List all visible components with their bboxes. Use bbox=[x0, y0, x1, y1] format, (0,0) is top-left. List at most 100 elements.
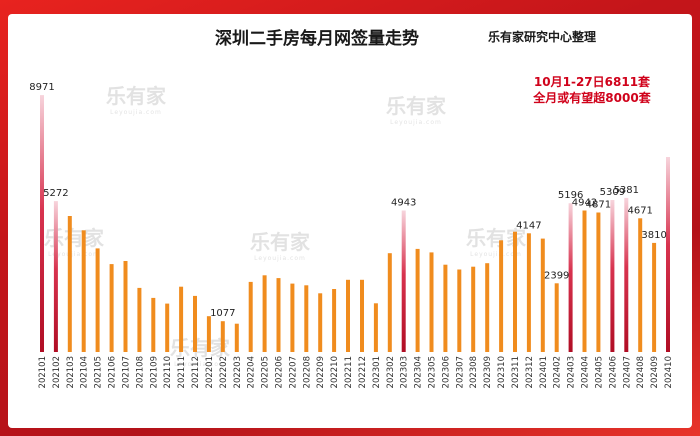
title-row: 深圳二手房每月网签量走势 乐有家研究中心整理 bbox=[8, 20, 692, 50]
bar-202303 bbox=[401, 210, 406, 352]
x-tick-202405: 202405 bbox=[594, 356, 604, 388]
bar-202205 bbox=[262, 275, 267, 352]
x-tick-labels: 202101 202102 202103 202104 202105 202106 2021… bbox=[38, 356, 674, 388]
x-tick-202304: 202304 bbox=[414, 356, 424, 388]
x-tick-202309: 202309 bbox=[483, 356, 493, 388]
value-label-202312: 4147 bbox=[516, 220, 541, 231]
bar-202302 bbox=[387, 253, 392, 352]
bar-202208 bbox=[304, 285, 309, 352]
bar-202402 bbox=[554, 283, 559, 352]
value-label-202303: 4943 bbox=[391, 198, 416, 209]
value-label-202101: 8971 bbox=[29, 82, 54, 93]
value-label-202404: 4942 bbox=[572, 198, 597, 209]
x-tick-202108: 202108 bbox=[135, 356, 145, 388]
bar-202410 bbox=[666, 157, 670, 352]
bar-202202 bbox=[220, 321, 225, 352]
x-tick-202209: 202209 bbox=[316, 356, 326, 388]
bar-202111 bbox=[179, 286, 184, 352]
bar-202407 bbox=[624, 197, 629, 352]
bar-202304 bbox=[415, 248, 420, 352]
watermark-logo: 乐有家 Leyoujia.com bbox=[106, 84, 166, 116]
x-tick-202302: 202302 bbox=[386, 356, 396, 388]
value-label-202402: 2399 bbox=[544, 270, 569, 281]
bar-202405 bbox=[596, 212, 601, 352]
annotation-line-2: 全月或有望超8000套 bbox=[532, 90, 651, 105]
x-tick-202112: 202112 bbox=[191, 356, 201, 388]
x-tick-202305: 202305 bbox=[428, 356, 438, 388]
annotation-line-1: 10月1-27日6811套 bbox=[534, 74, 651, 89]
x-tick-202207: 202207 bbox=[288, 356, 298, 388]
bar-202204 bbox=[248, 281, 253, 352]
value-label-202102: 5272 bbox=[43, 188, 68, 199]
bar-202211 bbox=[346, 279, 350, 352]
x-tick-202210: 202210 bbox=[330, 356, 340, 388]
value-label-202409: 3810 bbox=[641, 230, 666, 241]
bar-202305 bbox=[429, 252, 434, 352]
value-label-202403: 5196 bbox=[558, 190, 583, 201]
x-tick-202102: 202102 bbox=[52, 356, 62, 388]
bar-202107 bbox=[123, 261, 128, 352]
bar-202212 bbox=[360, 279, 364, 352]
x-tick-202107: 202107 bbox=[122, 356, 132, 388]
watermark-logo: 乐有家 Leyoujia.com bbox=[250, 230, 310, 262]
bar-202301 bbox=[373, 303, 378, 352]
bar-202103 bbox=[67, 216, 72, 352]
x-tick-202104: 202104 bbox=[80, 356, 90, 388]
x-tick-202103: 202103 bbox=[66, 356, 76, 388]
bar-202310 bbox=[499, 240, 504, 352]
x-tick-202402: 202402 bbox=[553, 356, 563, 388]
bar-202206 bbox=[276, 278, 281, 352]
x-tick-202303: 202303 bbox=[400, 356, 410, 388]
source-note: 乐有家研究中心整理 bbox=[488, 30, 597, 44]
bar-202309 bbox=[485, 263, 490, 352]
bar-202307 bbox=[457, 269, 462, 352]
bar-202409 bbox=[652, 242, 657, 352]
bar-202112 bbox=[193, 295, 197, 352]
bar-202401 bbox=[540, 238, 545, 352]
x-tick-202306: 202306 bbox=[441, 356, 451, 388]
annotation: 10月1-27日6811套 全月或有望超8000套 bbox=[532, 74, 651, 105]
x-tick-202110: 202110 bbox=[163, 356, 173, 388]
value-label-202202: 1077 bbox=[210, 308, 235, 319]
bar-202312 bbox=[526, 233, 531, 352]
x-tick-202208: 202208 bbox=[302, 356, 312, 388]
bar-202106 bbox=[109, 264, 114, 352]
x-tick-202111: 202111 bbox=[177, 356, 187, 388]
x-tick-202205: 202205 bbox=[261, 356, 271, 388]
x-tick-202105: 202105 bbox=[94, 356, 104, 388]
bar-202109 bbox=[151, 297, 156, 352]
x-tick-202407: 202407 bbox=[622, 356, 632, 388]
x-tick-202106: 202106 bbox=[108, 356, 118, 388]
value-label-202407: 5381 bbox=[614, 185, 639, 196]
value-label-202405: 4871 bbox=[586, 200, 611, 211]
bar-202406 bbox=[610, 200, 615, 352]
x-tick-202409: 202409 bbox=[650, 356, 660, 388]
x-tick-202403: 202403 bbox=[567, 356, 577, 388]
chart-panel: 深圳二手房每月网签量走势 乐有家研究中心整理 乐有家 Leyoujia.com 乐… bbox=[8, 14, 692, 428]
bar-202210 bbox=[332, 289, 337, 352]
x-tick-202212: 202212 bbox=[358, 356, 368, 388]
x-tick-202312: 202312 bbox=[525, 356, 535, 388]
x-tick-202101: 202101 bbox=[38, 356, 48, 388]
x-tick-202211: 202211 bbox=[344, 356, 354, 388]
bar-202102 bbox=[53, 201, 58, 352]
x-tick-202109: 202109 bbox=[149, 356, 159, 388]
value-label-202408: 4671 bbox=[627, 205, 652, 216]
bar-202104 bbox=[81, 230, 86, 352]
x-tick-202401: 202401 bbox=[539, 356, 549, 388]
x-tick-202310: 202310 bbox=[497, 356, 507, 388]
bar-202404 bbox=[582, 210, 587, 352]
bar-202207 bbox=[290, 283, 295, 352]
x-tick-202203: 202203 bbox=[233, 356, 243, 388]
x-tick-202202: 202202 bbox=[219, 356, 229, 388]
x-tick-202206: 202206 bbox=[275, 356, 285, 388]
chart-title: 深圳二手房每月网签量走势 bbox=[215, 29, 419, 49]
x-tick-202408: 202408 bbox=[636, 356, 646, 388]
bar-202203 bbox=[234, 323, 239, 352]
bar-202110 bbox=[165, 303, 170, 352]
x-tick-202406: 202406 bbox=[608, 356, 618, 388]
bar-202201 bbox=[206, 316, 211, 352]
x-tick-202301: 202301 bbox=[372, 356, 382, 388]
x-tick-202404: 202404 bbox=[581, 356, 591, 388]
